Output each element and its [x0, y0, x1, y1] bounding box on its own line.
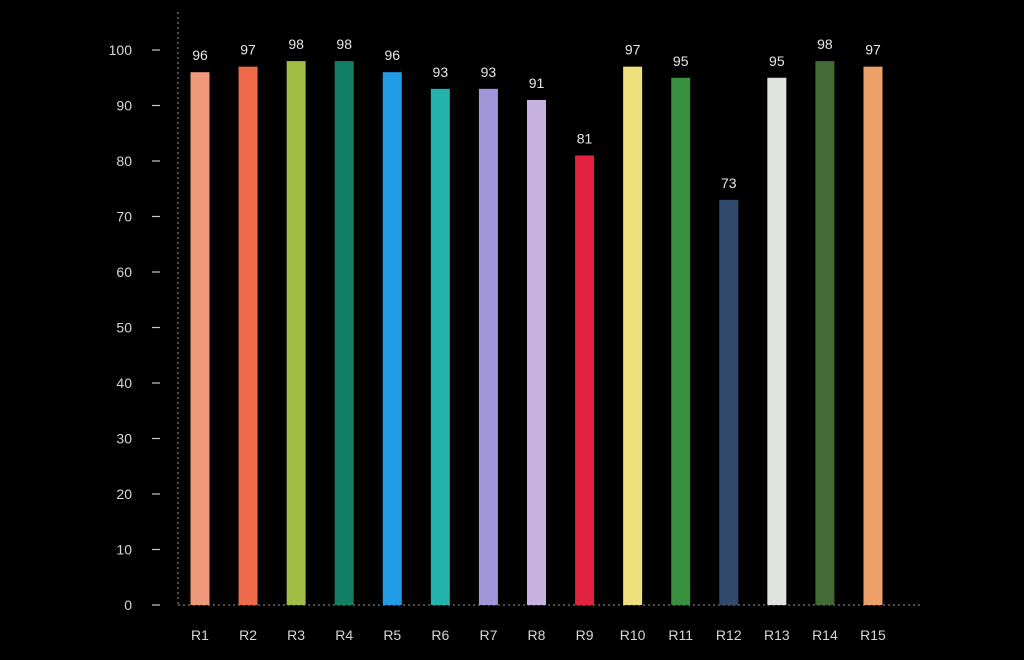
bar-r14	[815, 61, 835, 606]
x-tick-label-r8: R8	[528, 627, 546, 643]
bar-r2	[238, 66, 258, 605]
bar-r7	[478, 88, 498, 606]
x-tick-label-r9: R9	[576, 627, 594, 643]
bar-r15	[863, 66, 883, 605]
value-label-r6: 93	[433, 64, 449, 80]
value-label-r4: 98	[336, 36, 352, 52]
value-label-r1: 96	[192, 47, 208, 63]
bar-r5	[382, 72, 402, 605]
y-tick-label: 70	[116, 209, 132, 225]
bar-r12	[719, 199, 739, 605]
bar-r6	[430, 88, 450, 606]
value-label-r5: 96	[384, 47, 400, 63]
value-label-r11: 95	[673, 53, 689, 69]
x-tick-label-r3: R3	[287, 627, 305, 643]
x-tick-label-r5: R5	[383, 627, 401, 643]
value-label-r8: 91	[529, 75, 545, 91]
bar-r11	[671, 77, 691, 605]
bars-layer	[190, 61, 883, 606]
bar-r3	[286, 61, 306, 606]
x-tick-label-r4: R4	[335, 627, 353, 643]
value-label-r7: 93	[481, 64, 497, 80]
y-tick-label: 80	[116, 153, 132, 169]
y-tick-label: 60	[116, 264, 132, 280]
x-tick-label-r13: R13	[764, 627, 790, 643]
y-tick-label: 30	[116, 431, 132, 447]
labels-layer: 96 R1 97 R2 98 R3 98 R4 96 R5 93 R6 93 R7 91 R8 81 R9 97 R1…	[191, 36, 886, 643]
y-tick-label: 20	[116, 486, 132, 502]
value-label-r15: 97	[865, 42, 881, 58]
x-tick-label-r14: R14	[812, 627, 838, 643]
y-tick-label: 0	[124, 597, 132, 613]
axis-layer: 0 10 20 30 40 50 60 70 80 90 100	[109, 12, 922, 613]
value-label-r13: 95	[769, 53, 785, 69]
bar-r10	[623, 66, 643, 605]
bar-r13	[767, 77, 787, 605]
value-label-r14: 98	[817, 36, 833, 52]
x-tick-label-r7: R7	[479, 627, 497, 643]
x-tick-label-r1: R1	[191, 627, 209, 643]
x-tick-label-r10: R10	[620, 627, 646, 643]
x-tick-label-r12: R12	[716, 627, 742, 643]
value-label-r9: 81	[577, 130, 593, 146]
bar-r1	[190, 72, 210, 605]
value-label-r10: 97	[625, 42, 641, 58]
bar-r9	[575, 155, 595, 605]
y-tick-label: 40	[116, 375, 132, 391]
bar-r8	[526, 99, 546, 605]
value-label-r12: 73	[721, 175, 737, 191]
value-label-r3: 98	[288, 36, 304, 52]
y-tick-label: 100	[109, 42, 133, 58]
x-tick-label-r6: R6	[431, 627, 449, 643]
y-tick-label: 50	[116, 320, 132, 336]
x-tick-label-r11: R11	[668, 627, 693, 643]
x-tick-label-r2: R2	[239, 627, 257, 643]
x-tick-label-r15: R15	[860, 627, 886, 643]
value-label-r2: 97	[240, 42, 256, 58]
bar-r4	[334, 61, 354, 606]
y-tick-label: 90	[116, 98, 132, 114]
y-tick-label: 10	[116, 542, 132, 558]
